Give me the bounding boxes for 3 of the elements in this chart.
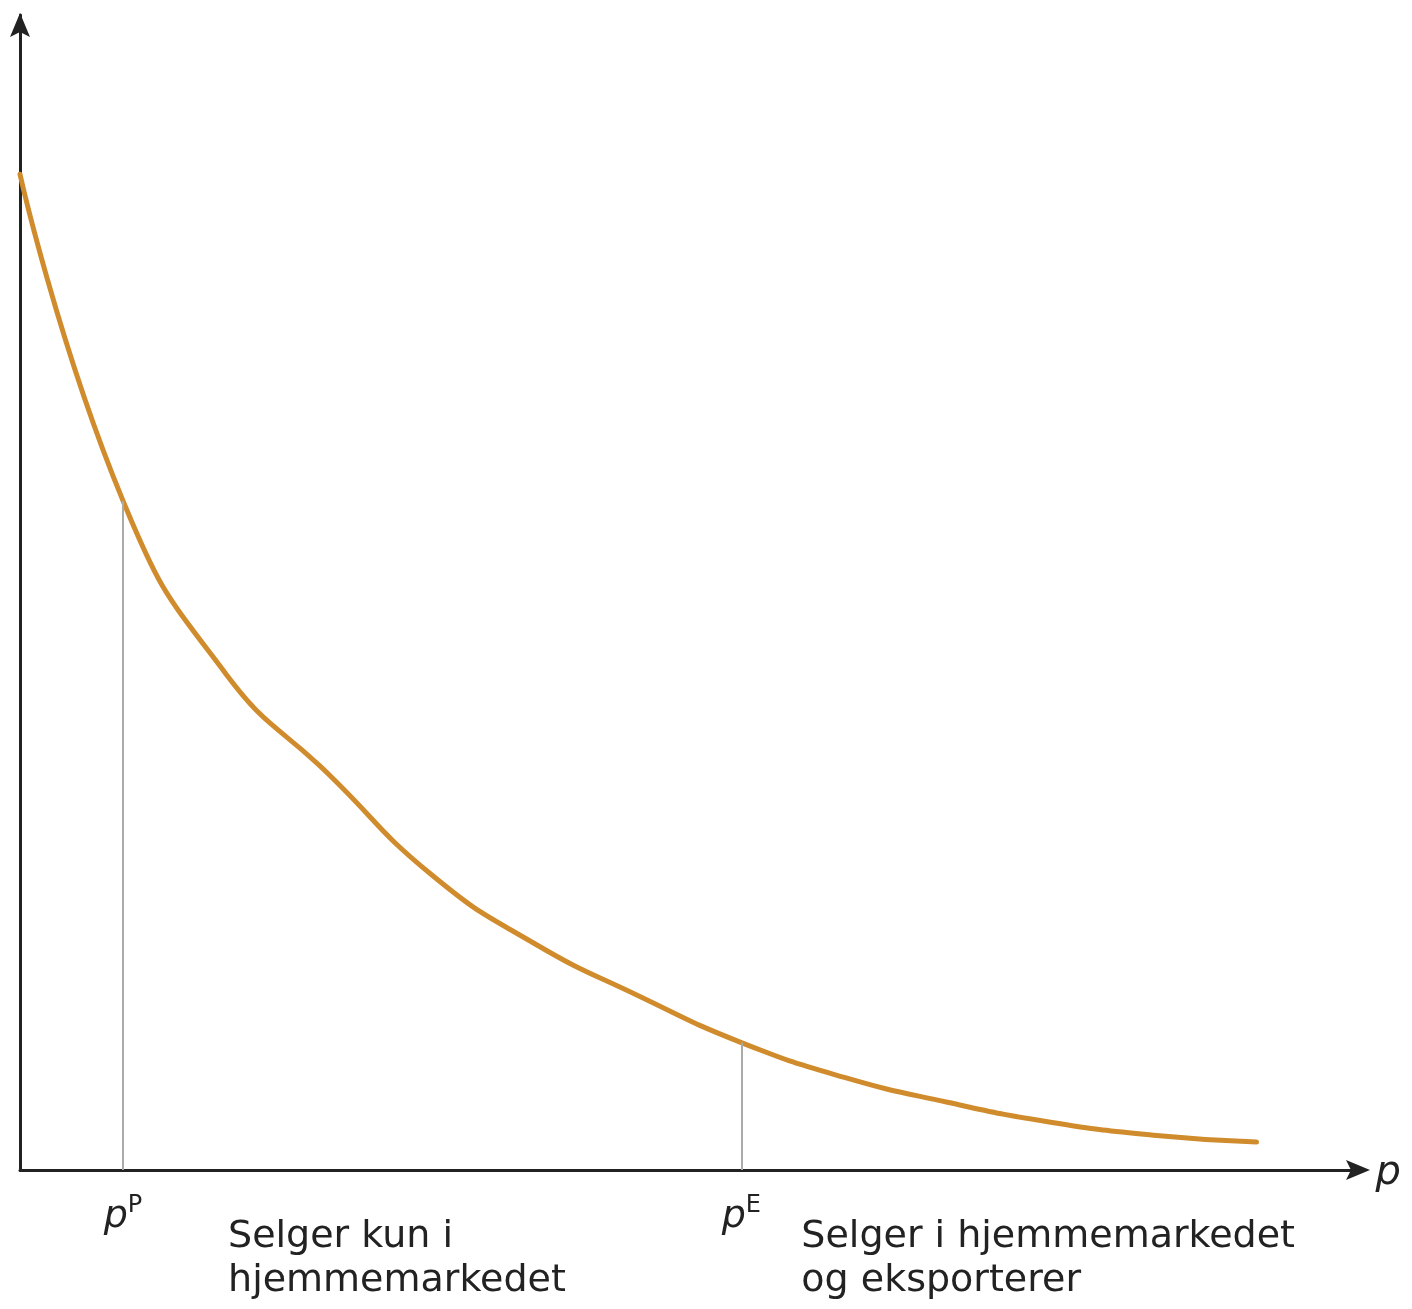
text: Selger i hjemmemarkedet og eksporterer bbox=[801, 1212, 1296, 1300]
text: Selger kun i hjemmemarkedet bbox=[228, 1212, 566, 1300]
x-axis-title: p bbox=[1374, 1147, 1401, 1193]
